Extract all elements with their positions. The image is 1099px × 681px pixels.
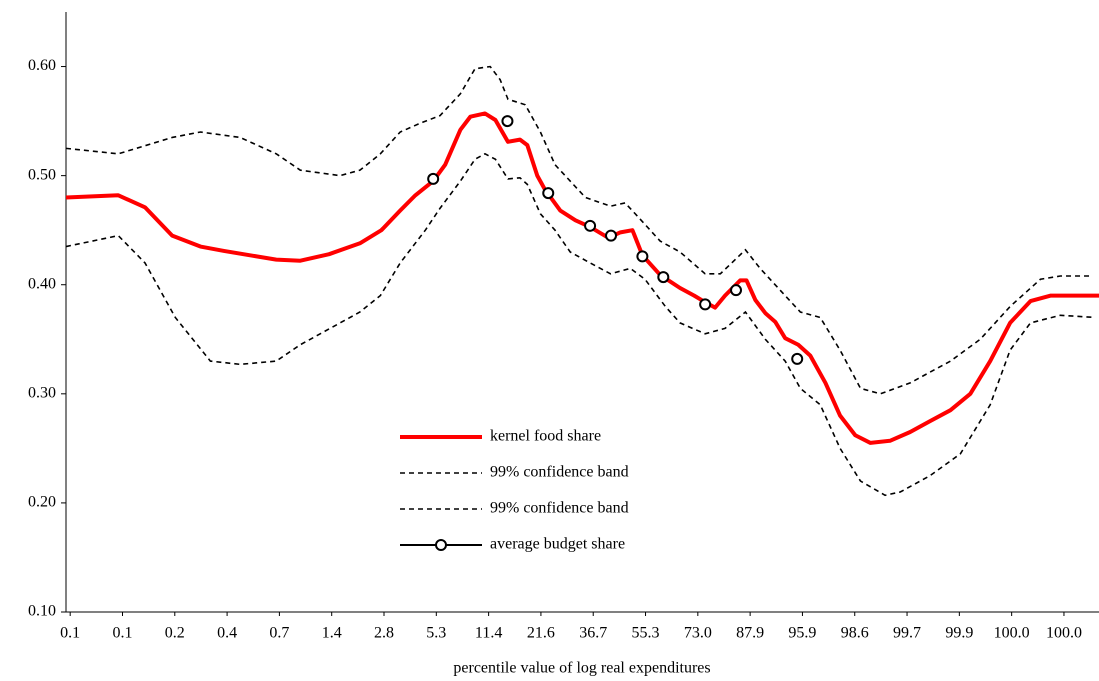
x-tick-label: 100.0 (1046, 625, 1082, 642)
legend-marker (435, 539, 447, 551)
data-point (730, 284, 743, 297)
legend-entry: 99% confidence band (400, 500, 629, 517)
legend-label: kernel food share (490, 428, 601, 445)
x-tick-label: 87.9 (736, 625, 764, 642)
x-tick-label: 5.3 (426, 625, 446, 642)
legend-entry: average budget share (400, 536, 625, 553)
x-tick-label: 0.2 (165, 625, 185, 642)
x-tick-label: 55.3 (632, 625, 660, 642)
x-tick-label: 99.9 (945, 625, 973, 642)
data-point (542, 187, 555, 200)
y-tick-label: 0.50 (28, 166, 56, 183)
x-tick-label: 11.4 (475, 625, 502, 642)
x-tick-label: 0.4 (217, 625, 237, 642)
kernel-line (65, 111, 1099, 445)
legend-label: 99% confidence band (490, 464, 629, 481)
data-point (501, 115, 514, 128)
data-point (636, 250, 649, 263)
x-tick-label: 2.8 (374, 625, 394, 642)
y-tick-label: 0.30 (28, 384, 56, 401)
y-tick-label: 0.10 (28, 603, 56, 620)
x-tick-label: 1.4 (322, 625, 342, 642)
data-point (699, 298, 712, 311)
data-point (791, 352, 804, 365)
legend-label: average budget share (490, 536, 625, 553)
data-point (605, 229, 618, 242)
data-point (657, 271, 670, 284)
x-tick-label: 21.6 (527, 625, 555, 642)
x-tick-label: 0.7 (269, 625, 289, 642)
x-tick-label: 0.1 (112, 625, 132, 642)
legend-entry: 99% confidence band (400, 464, 629, 481)
confidence-band-line (65, 152, 1096, 497)
legend-entry: kernel food share (400, 428, 601, 445)
x-tick-label: 36.7 (579, 625, 607, 642)
x-tick-label: 95.9 (788, 625, 816, 642)
x-tick-label: 99.7 (893, 625, 921, 642)
y-tick-label: 0.60 (28, 57, 56, 74)
y-tick-label: 0.20 (28, 494, 56, 511)
legend-label: 99% confidence band (490, 500, 629, 517)
data-point (584, 219, 597, 232)
x-tick-label: 100.0 (994, 625, 1030, 642)
x-tick-label: 98.6 (841, 625, 869, 642)
confidence-band-line (65, 65, 1091, 395)
x-tick-label: 0.1 (60, 625, 80, 642)
x-tick-label: 73.0 (684, 625, 712, 642)
data-point (427, 172, 440, 185)
y-tick-label: 0.40 (28, 275, 56, 292)
x-axis-title: percentile value of log real expenditure… (453, 660, 710, 677)
